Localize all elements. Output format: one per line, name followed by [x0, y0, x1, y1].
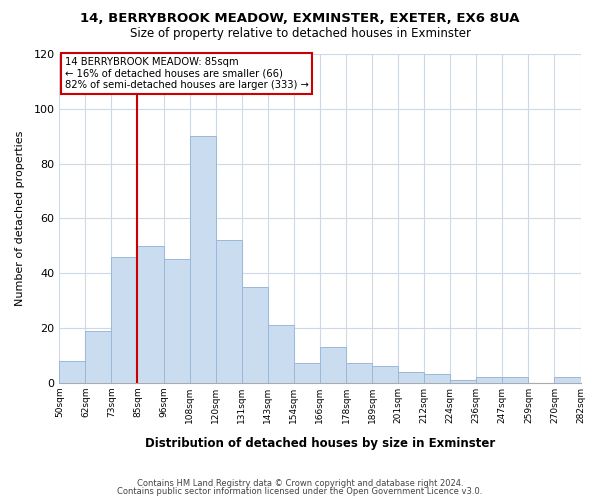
Bar	[294, 364, 320, 382]
Text: Contains public sector information licensed under the Open Government Licence v3: Contains public sector information licen…	[118, 487, 482, 496]
Bar	[242, 286, 268, 382]
Bar	[372, 366, 398, 382]
Bar	[112, 256, 137, 382]
Bar	[59, 360, 85, 382]
Text: Size of property relative to detached houses in Exminster: Size of property relative to detached ho…	[130, 28, 470, 40]
X-axis label: Distribution of detached houses by size in Exminster: Distribution of detached houses by size …	[145, 437, 495, 450]
Bar	[398, 372, 424, 382]
Bar	[320, 347, 346, 382]
Text: 14, BERRYBROOK MEADOW, EXMINSTER, EXETER, EX6 8UA: 14, BERRYBROOK MEADOW, EXMINSTER, EXETER…	[80, 12, 520, 26]
Bar	[190, 136, 215, 382]
Bar	[268, 325, 294, 382]
Text: Contains HM Land Registry data © Crown copyright and database right 2024.: Contains HM Land Registry data © Crown c…	[137, 478, 463, 488]
Bar	[164, 260, 190, 382]
Text: 14 BERRYBROOK MEADOW: 85sqm
← 16% of detached houses are smaller (66)
82% of sem: 14 BERRYBROOK MEADOW: 85sqm ← 16% of det…	[65, 58, 308, 90]
Bar	[85, 330, 112, 382]
Bar	[137, 246, 164, 382]
Bar	[554, 377, 581, 382]
Bar	[424, 374, 450, 382]
Bar	[502, 377, 529, 382]
Bar	[215, 240, 242, 382]
Y-axis label: Number of detached properties: Number of detached properties	[15, 130, 25, 306]
Bar	[450, 380, 476, 382]
Bar	[476, 377, 502, 382]
Bar	[346, 364, 372, 382]
